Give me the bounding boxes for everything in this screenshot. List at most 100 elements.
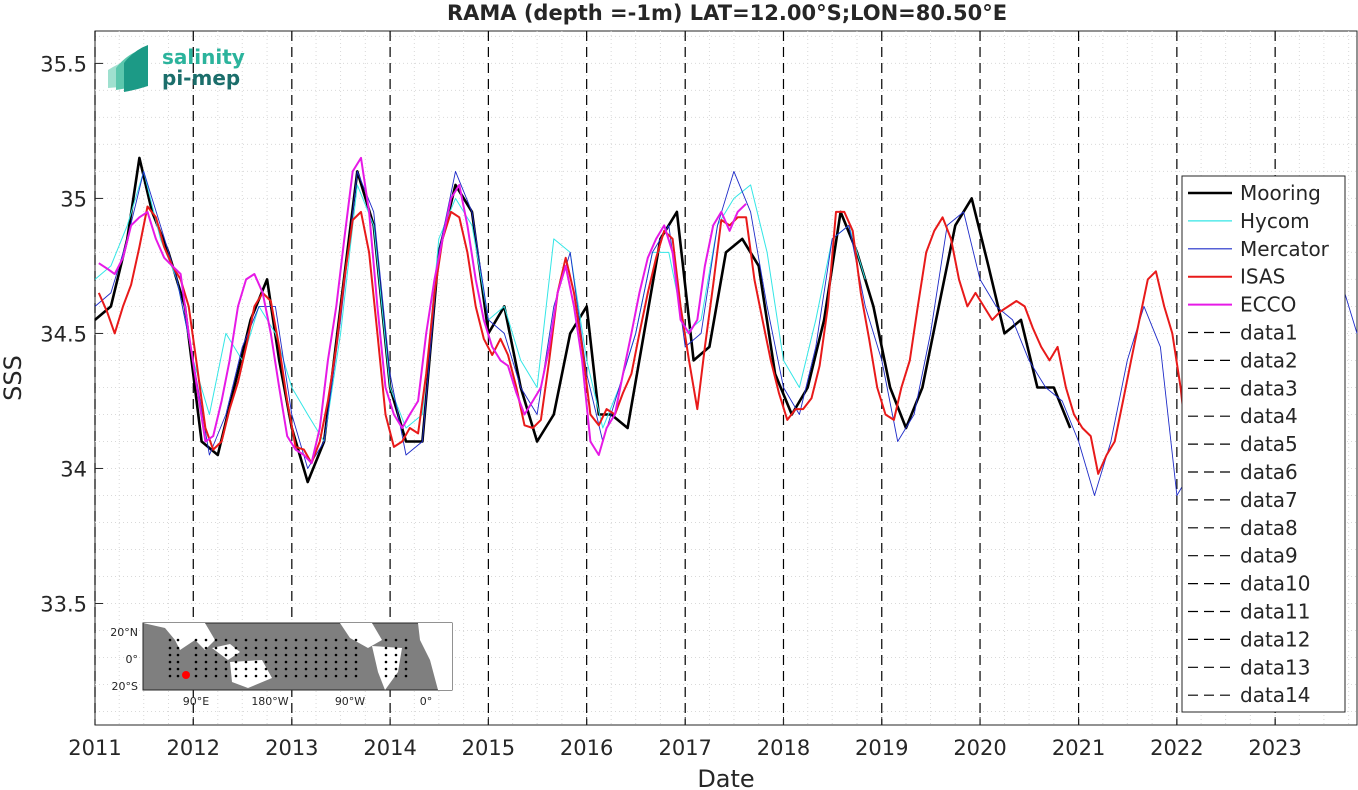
inset-buoy-dot: [384, 674, 388, 678]
legend-label: data7: [1240, 488, 1298, 512]
y-tick-label: 34.5: [40, 322, 87, 346]
legend-label: ECCO: [1240, 293, 1296, 317]
legend-items: Mooring Hycom Mercator ISAS ECCO data1 data2 da…: [1188, 181, 1330, 707]
inset-buoy-dot: [284, 674, 288, 678]
inset-lon-90w: 90°W: [335, 695, 365, 708]
y-tick-label: 35: [60, 187, 87, 211]
inset-buoy-dot: [194, 660, 198, 664]
inset-buoy-dot: [204, 667, 208, 671]
inset-buoy-dot: [394, 646, 398, 650]
legend-label: Hycom: [1240, 209, 1310, 233]
inset-buoy-dot: [304, 646, 308, 650]
logo-line1: salinity: [162, 45, 245, 69]
inset-lon-90e: 90°E: [183, 695, 209, 708]
inset-buoy-dot: [176, 646, 180, 650]
inset-buoy-dot: [204, 674, 208, 678]
legend-label: data4: [1240, 404, 1298, 428]
inset-lat-20n: 20°N: [110, 626, 138, 639]
inset-buoy-dot: [264, 646, 268, 650]
chart-title: RAMA (depth =-1m) LAT=12.00°S;LON=80.50°…: [447, 1, 1007, 25]
inset-buoy-dot: [314, 660, 318, 664]
inset-buoy-dot: [404, 660, 408, 664]
inset-buoy-dot: [264, 667, 268, 671]
inset-buoy-dot: [274, 646, 278, 650]
inset-buoy-dot: [404, 674, 408, 678]
inset-buoy-dot: [314, 653, 318, 657]
x-tick-label: 2012: [167, 736, 220, 760]
y-axis-ticks: 33.5 34 34.5 35 35.5: [40, 52, 103, 616]
inset-buoy-dot: [234, 638, 238, 642]
inset-buoy-dot: [344, 646, 348, 650]
y-tick-label: 33.5: [40, 592, 87, 616]
inset-buoy-dot: [334, 646, 338, 650]
inset-buoy-dot: [394, 667, 398, 671]
x-tick-label: 2022: [1150, 736, 1203, 760]
inset-buoy-dot: [394, 660, 398, 664]
inset-buoy-dot: [324, 660, 328, 664]
inset-buoy-dot: [204, 638, 208, 642]
inset-buoy-dot: [284, 646, 288, 650]
inset-buoy-dot: [176, 660, 180, 664]
inset-buoy-dot: [344, 660, 348, 664]
inset-buoy-dot: [404, 653, 408, 657]
inset-land-indonesia: [212, 644, 240, 660]
inset-buoy-dot: [194, 674, 198, 678]
mooring-location-marker: [182, 671, 190, 679]
inset-buoy-dot: [354, 653, 358, 657]
logo-line2: pi-mep: [162, 66, 240, 90]
x-tick-label: 2021: [1052, 736, 1105, 760]
inset-buoy-dot: [244, 646, 248, 650]
inset-buoy-dot: [224, 660, 228, 664]
legend: Mooring Hycom Mercator ISAS ECCO data1 data2 da…: [1181, 175, 1346, 713]
inset-buoy-dot: [354, 638, 358, 642]
inset-buoy-dot: [224, 638, 228, 642]
inset-buoy-dot: [324, 638, 328, 642]
series-line: [94, 170, 1358, 496]
inset-buoy-dot: [234, 674, 238, 678]
inset-buoy-dot: [168, 646, 172, 650]
inset-buoy-dot: [214, 646, 218, 650]
legend-label: data3: [1240, 376, 1298, 400]
inset-buoy-dot: [264, 638, 268, 642]
legend-label: data13: [1240, 655, 1311, 679]
inset-buoy-dot: [194, 667, 198, 671]
inset-buoy-dot: [234, 660, 238, 664]
plot-area: [94, 30, 1358, 726]
y-tick-label: 34: [60, 457, 87, 481]
inset-buoy-dot: [324, 674, 328, 678]
legend-label: data5: [1240, 432, 1298, 456]
inset-buoy-dot: [284, 660, 288, 664]
inset-buoy-dot: [168, 674, 172, 678]
inset-buoy-dot: [324, 646, 328, 650]
legend-label: data11: [1240, 600, 1311, 624]
inset-buoy-dot: [334, 674, 338, 678]
x-tick-label: 2020: [953, 736, 1006, 760]
inset-buoy-dot: [344, 674, 348, 678]
inset-buoy-dot: [284, 653, 288, 657]
inset-buoy-dot: [404, 646, 408, 650]
legend-label: data2: [1240, 348, 1298, 372]
x-tick-label: 2019: [855, 736, 908, 760]
inset-buoy-dot: [264, 653, 268, 657]
inset-buoy-dot: [244, 653, 248, 657]
inset-buoy-dot: [284, 638, 288, 642]
inset-buoy-dot: [354, 660, 358, 664]
inset-buoy-dot: [304, 653, 308, 657]
inset-buoy-dot: [244, 674, 248, 678]
inset-buoy-dot: [224, 653, 228, 657]
inset-land-south-america: [372, 646, 402, 690]
inset-buoy-dot: [234, 667, 238, 671]
x-tick-label: 2015: [462, 736, 515, 760]
inset-buoy-dot: [394, 638, 398, 642]
inset-buoy-dot: [254, 653, 258, 657]
inset-buoy-dot: [176, 638, 180, 642]
x-tick-label: 2013: [265, 736, 318, 760]
inset-buoy-dot: [214, 674, 218, 678]
x-tick-label: 2011: [68, 736, 121, 760]
inset-buoy-dot: [314, 674, 318, 678]
inset-buoy-dot: [214, 667, 218, 671]
inset-buoy-dot: [344, 667, 348, 671]
inset-buoy-dot: [384, 653, 388, 657]
inset-map: 20°N 0° 20°S 90°E 180°W 90°W 0°: [110, 622, 453, 708]
inset-buoy-dot: [334, 667, 338, 671]
